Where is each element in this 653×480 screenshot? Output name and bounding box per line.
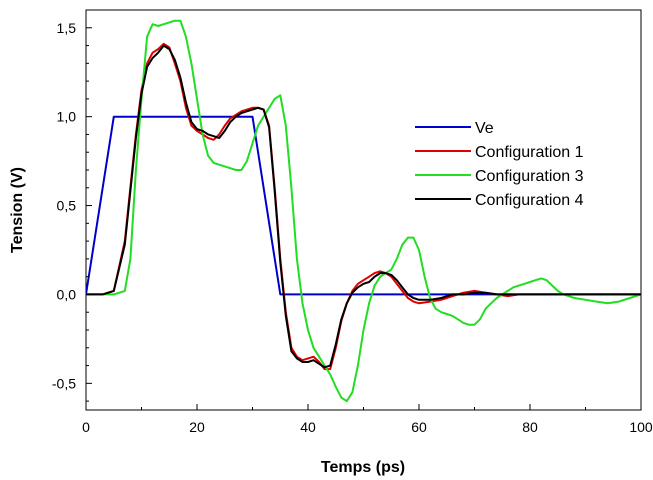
x-tick-label: 0	[82, 419, 90, 435]
y-axis: -0,5 0,0 0,5 1,0 1,5	[52, 20, 92, 402]
y-tick-label: -0,5	[52, 375, 76, 391]
legend-label: Ve	[475, 120, 494, 137]
series-line-ve	[86, 115, 641, 296]
x-axis: 0 20 40 60 80 100	[82, 404, 653, 435]
legend: Ve Configuration 1 Configuration 3 Configur…	[415, 120, 584, 209]
series-group	[86, 19, 641, 403]
x-tick-label: 80	[522, 419, 538, 435]
y-tick-label: 0,5	[57, 198, 77, 214]
y-tick-label: 1,5	[57, 20, 77, 36]
x-tick-label: 100	[629, 419, 653, 435]
series-line-configuration-4	[86, 44, 641, 369]
series-line-configuration-1	[86, 42, 641, 371]
x-axis-title: Temps (ps)	[321, 459, 405, 476]
x-tick-label: 20	[189, 419, 205, 435]
x-tick-label: 40	[300, 419, 316, 435]
x-tick-label: 60	[411, 419, 427, 435]
y-tick-label: 1,0	[57, 109, 77, 125]
y-tick-label: 0,0	[57, 286, 77, 302]
legend-label: Configuration 3	[475, 168, 584, 185]
y-axis-title: Tension (V)	[9, 167, 26, 253]
legend-label: Configuration 1	[475, 144, 584, 161]
plot-area	[85, 9, 642, 411]
series-line-configuration-3	[86, 19, 641, 403]
plot-frame	[85, 9, 642, 411]
legend-label: Configuration 4	[475, 192, 584, 209]
